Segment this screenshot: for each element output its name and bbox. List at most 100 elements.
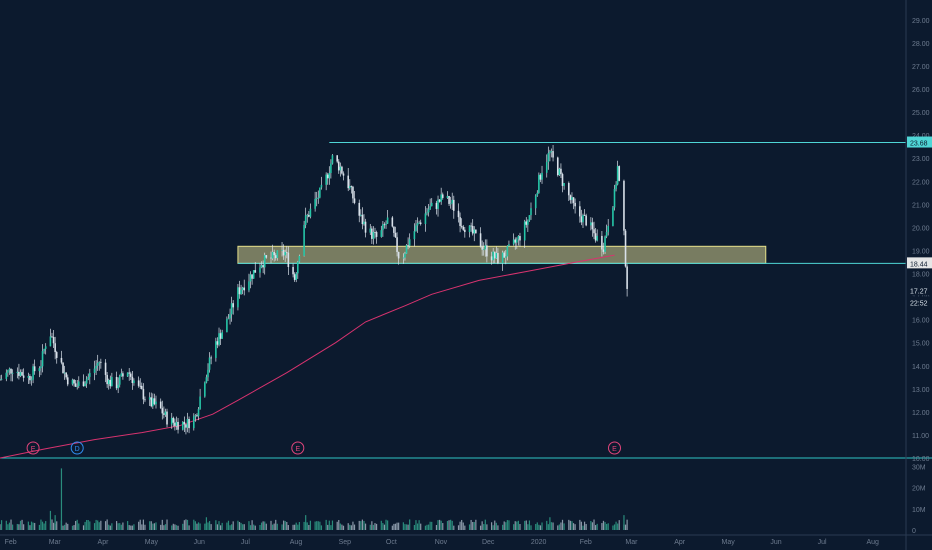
volume-bar	[216, 524, 219, 530]
candle-body	[486, 245, 488, 257]
volume-bar	[259, 524, 261, 530]
volume-bar	[172, 523, 174, 530]
candle-body	[569, 195, 572, 200]
volume-bar	[188, 525, 190, 530]
volume-bar	[539, 525, 542, 530]
volume-spike	[305, 515, 307, 530]
candle-body	[230, 303, 233, 315]
volume-bar	[238, 521, 241, 530]
volume-bar	[568, 519, 570, 530]
candle-body	[142, 388, 145, 400]
volume-bar	[249, 525, 252, 530]
volume-bar	[550, 522, 553, 530]
candle-body	[120, 373, 123, 377]
volume-bar	[563, 523, 565, 530]
candle-body	[523, 221, 526, 241]
volume-bar	[508, 520, 510, 530]
volume-bar	[71, 525, 74, 530]
event-marker-label: E	[612, 446, 617, 453]
volume-bar	[84, 521, 86, 530]
volume-bar	[524, 520, 526, 530]
candle-body	[205, 377, 208, 383]
volume-bar	[336, 521, 338, 530]
candle-body	[282, 249, 285, 256]
volume-bar	[95, 519, 97, 530]
volume-bar	[144, 524, 146, 530]
volume-bar	[380, 520, 382, 530]
candle-body	[152, 398, 154, 407]
volume-bar	[580, 521, 583, 530]
candle-body	[624, 230, 627, 267]
candle-body	[193, 416, 195, 429]
candle-body	[62, 362, 64, 374]
volume-bar	[450, 519, 452, 530]
candle-body	[115, 376, 118, 389]
candle-body	[402, 257, 405, 259]
y-tick-label: 18.00	[912, 272, 930, 279]
volume-spike	[60, 468, 63, 530]
volume-bar	[519, 524, 521, 530]
volume-bar	[199, 523, 201, 530]
candle-body	[251, 274, 253, 279]
candle-body	[265, 255, 268, 258]
y-tick-label: 19.00	[912, 248, 930, 255]
candle-body	[464, 229, 466, 233]
candle-body	[363, 221, 365, 225]
candle-body	[199, 396, 201, 410]
volume-bar	[19, 520, 22, 530]
y-tick-label: 21.00	[912, 202, 930, 209]
volume-bar	[163, 525, 165, 530]
candle-body	[339, 166, 342, 171]
volume-bar	[196, 523, 198, 530]
candle-body	[514, 239, 517, 243]
candle-body	[602, 249, 605, 252]
candle-body	[303, 224, 305, 256]
candle-body	[74, 383, 77, 387]
volume-bar	[294, 524, 296, 530]
volume-bar	[593, 519, 595, 530]
volume-bar	[78, 523, 80, 530]
volume-bar	[242, 524, 244, 530]
candle-body	[241, 287, 244, 290]
volume-bar	[226, 522, 228, 530]
volume-bar	[560, 522, 562, 530]
event-marker	[26, 441, 40, 455]
candle-body	[309, 208, 312, 217]
candle-body	[292, 267, 294, 275]
candle-body	[516, 239, 518, 243]
candle-body	[591, 222, 594, 230]
candle-body	[44, 346, 47, 349]
volume-bar	[41, 521, 44, 530]
candle-body	[580, 216, 583, 223]
volume-bar	[7, 524, 9, 530]
volume-tick-label: 30M	[912, 464, 926, 471]
volume-bar	[320, 525, 323, 530]
volume-bar	[210, 524, 212, 530]
candle-body	[111, 376, 113, 387]
volume-bar	[547, 524, 549, 530]
volume-bar	[472, 521, 474, 530]
candle-body	[159, 401, 162, 409]
candle-body	[95, 365, 97, 369]
volume-bar	[193, 519, 195, 530]
volume-bar	[461, 519, 463, 530]
volume-bar	[601, 523, 603, 530]
candle-body	[508, 244, 510, 247]
volume-bar	[303, 521, 305, 530]
y-tick-label: 27.00	[912, 64, 930, 71]
volume-bar	[98, 522, 100, 530]
candle-body	[615, 184, 617, 190]
candle-body	[38, 368, 41, 372]
candle-body	[353, 198, 356, 203]
volume-bar	[16, 523, 18, 530]
volume-bar	[528, 520, 531, 530]
volume-bar	[497, 525, 499, 530]
event-marker-label: E	[31, 446, 36, 453]
volume-bar	[516, 521, 518, 530]
candle-body	[93, 368, 96, 373]
volume-bar	[572, 523, 575, 530]
candle-body	[429, 206, 431, 210]
time-axis[interactable]: Feb Mar Apr May Jun Jul Aug Sep Oct Nov Dec 2020 Feb…	[0, 534, 932, 546]
